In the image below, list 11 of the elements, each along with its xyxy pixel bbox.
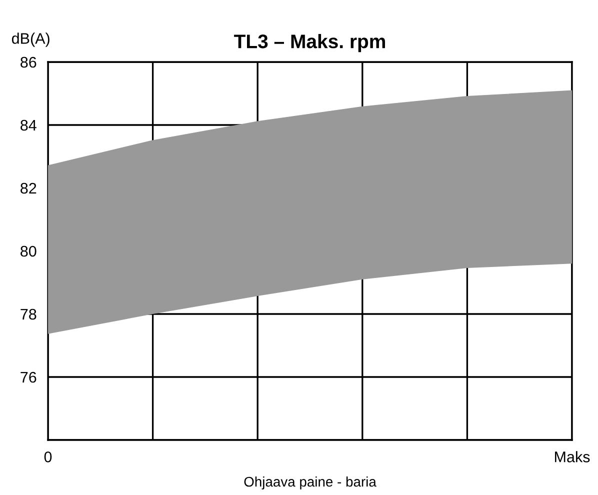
x-tick-label: Maks — [555, 451, 590, 462]
y-tick-label: 84 — [20, 120, 36, 131]
y-tick-label: 76 — [20, 372, 36, 383]
y-tick-label: 78 — [20, 308, 36, 320]
y-tick-label: 82 — [20, 182, 36, 194]
y-tick-label: 80 — [20, 246, 36, 257]
y-tick-label: 86 — [20, 56, 36, 68]
chart-title: TL3 – Maks. rpm — [234, 34, 385, 52]
x-axis-title: Ohjaava paine - baria — [244, 476, 376, 490]
y-axis-title: dB(A) — [12, 32, 50, 47]
x-tick-label: 0 — [44, 452, 52, 462]
